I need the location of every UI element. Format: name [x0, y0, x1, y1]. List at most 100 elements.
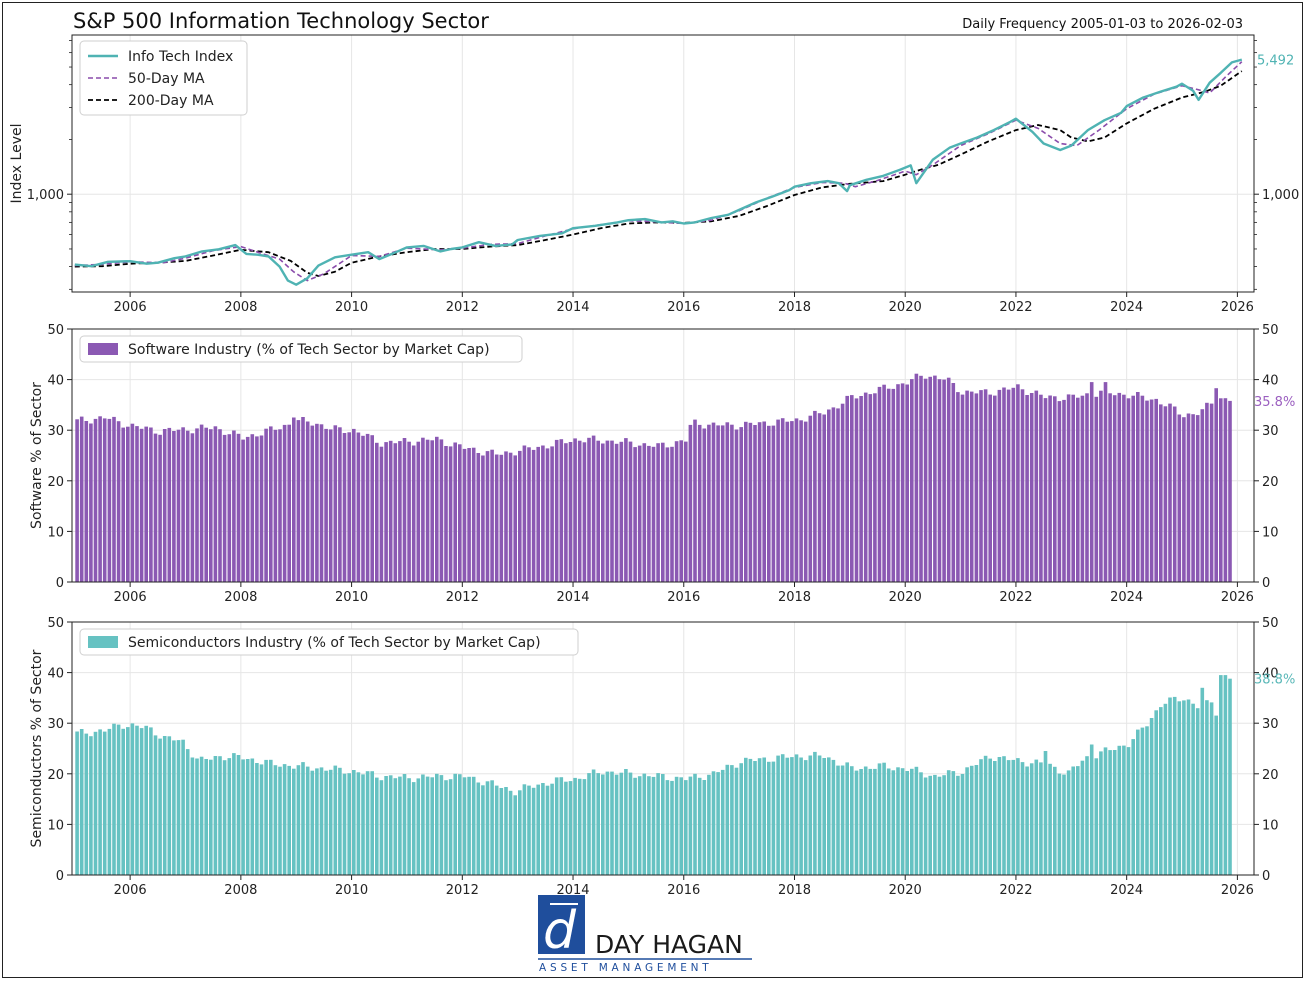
bar [232, 430, 236, 582]
bar [121, 427, 125, 582]
bar [642, 443, 647, 582]
bar [628, 441, 633, 582]
bar [255, 436, 259, 582]
bar [250, 434, 255, 582]
bar [790, 421, 794, 582]
bar [1182, 700, 1186, 875]
bar [333, 765, 338, 875]
bar [319, 767, 324, 875]
y-tick-label-right: 1,000 [1262, 188, 1299, 203]
bar [241, 759, 245, 875]
bar [776, 755, 780, 875]
bar [840, 403, 845, 582]
bar [785, 421, 790, 582]
bar [711, 771, 716, 875]
bar [601, 774, 605, 875]
y-tick-label-right: 30 [1262, 717, 1279, 732]
bar [794, 754, 799, 875]
bar [324, 428, 328, 582]
bar [1062, 399, 1066, 582]
bar [352, 770, 356, 875]
bar [868, 394, 873, 582]
bar [997, 757, 1002, 875]
last-value-label: 38.8% [1254, 673, 1295, 688]
bar [1154, 710, 1158, 875]
bar [1048, 763, 1052, 875]
bar [605, 440, 610, 582]
bar [1126, 747, 1131, 875]
bar [1228, 400, 1232, 582]
bar [619, 772, 624, 875]
bar [333, 425, 338, 582]
bar [89, 736, 93, 875]
bar [780, 418, 785, 582]
bar [158, 434, 162, 582]
bar [227, 758, 232, 875]
bar [513, 455, 517, 582]
x-tick-label: 2006 [114, 883, 147, 898]
bar [490, 449, 494, 582]
bar [951, 383, 956, 582]
bar [799, 420, 803, 582]
bar [905, 771, 909, 875]
bar [1039, 762, 1043, 875]
bar [633, 447, 637, 582]
bar [642, 773, 647, 875]
bar [974, 765, 979, 875]
bar [375, 442, 379, 582]
bar [342, 773, 347, 875]
bar [388, 440, 393, 582]
bar [674, 441, 679, 582]
logo-tagline: ASSET MANAGEMENT [539, 962, 713, 974]
chart-subtitle: Daily Frequency 2005-01-03 to 2026-02-03 [962, 17, 1243, 32]
bar [365, 433, 370, 582]
bar [1136, 392, 1140, 582]
bar [610, 440, 614, 582]
bar [135, 426, 139, 582]
legend-label: Semiconductors Industry (% of Tech Secto… [128, 635, 541, 651]
bar [1002, 756, 1006, 875]
bar [661, 774, 665, 875]
legend-box [79, 335, 523, 363]
bar [767, 425, 771, 582]
bar [1149, 399, 1154, 582]
bar [93, 731, 98, 875]
bar [75, 419, 79, 582]
bar [827, 409, 831, 582]
bar [1094, 758, 1099, 875]
bar [236, 433, 241, 582]
bar [951, 771, 956, 875]
x-tick-label: 2024 [1110, 590, 1143, 605]
x-tick-label: 2026 [1221, 590, 1254, 605]
bar [476, 453, 481, 582]
y-tick-label: 30 [47, 424, 64, 439]
bar [430, 440, 434, 582]
y-tick-label-right: 40 [1262, 374, 1279, 389]
bar [162, 736, 167, 875]
bar [1205, 402, 1209, 582]
bar [135, 725, 139, 875]
bar [462, 448, 467, 582]
bar [172, 431, 176, 582]
bar [647, 445, 651, 582]
bar [591, 769, 596, 875]
bar [1117, 745, 1122, 875]
y-tick-label: 10 [47, 525, 64, 540]
bar [753, 425, 757, 582]
bar [688, 776, 693, 875]
bar [190, 757, 195, 875]
bar [716, 772, 720, 875]
bar [803, 421, 808, 582]
bar [739, 763, 743, 875]
bar [522, 784, 527, 875]
bar [637, 445, 642, 582]
bar [900, 383, 905, 582]
bar [199, 424, 204, 582]
bar [693, 419, 697, 582]
bar [93, 418, 98, 582]
plot-area-border [71, 621, 1255, 876]
bar [587, 773, 591, 875]
bar [250, 758, 255, 875]
bar [439, 775, 444, 875]
